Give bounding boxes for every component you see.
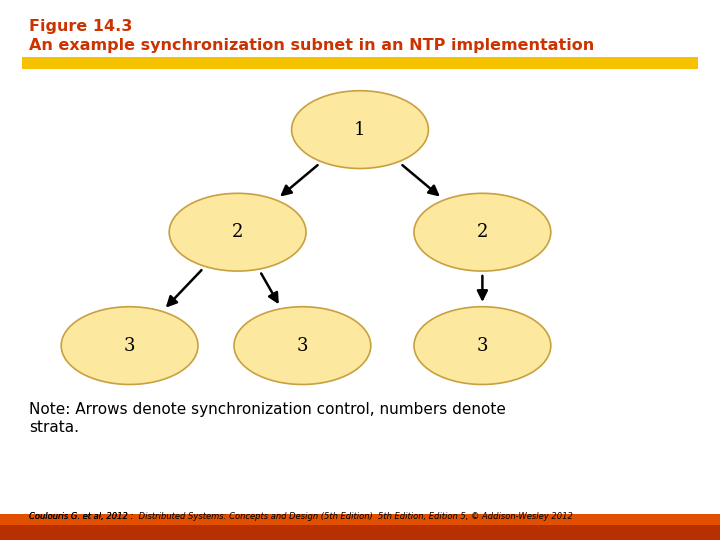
Text: 2: 2	[232, 223, 243, 241]
Ellipse shape	[169, 193, 306, 271]
Text: 1: 1	[354, 120, 366, 139]
Text: Coulouris G. et al, 2012 :  Distributed Systems: Concepts and Design (5th Editio: Coulouris G. et al, 2012 : Distributed S…	[29, 512, 572, 521]
Text: Figure 14.3: Figure 14.3	[29, 19, 132, 34]
Ellipse shape	[414, 193, 551, 271]
Ellipse shape	[61, 307, 198, 384]
Text: Coulouris G. et al, 2012 :: Coulouris G. et al, 2012 :	[29, 512, 138, 521]
FancyBboxPatch shape	[0, 514, 720, 540]
FancyBboxPatch shape	[0, 514, 720, 525]
Text: Note: Arrows denote synchronization control, numbers denote
strata.: Note: Arrows denote synchronization cont…	[29, 402, 505, 435]
Ellipse shape	[292, 91, 428, 168]
Text: Coulouris G. et al, 2012 :  Distributed Systems: Concepts and Design (5th Editio: Coulouris G. et al, 2012 : Distributed S…	[29, 512, 572, 521]
Text: An example synchronization subnet in an NTP implementation: An example synchronization subnet in an …	[29, 38, 594, 53]
Text: 3: 3	[124, 336, 135, 355]
Ellipse shape	[234, 307, 371, 384]
Text: 3: 3	[297, 336, 308, 355]
FancyBboxPatch shape	[22, 57, 698, 69]
Text: 3: 3	[477, 336, 488, 355]
Text: 2: 2	[477, 223, 488, 241]
Ellipse shape	[414, 307, 551, 384]
